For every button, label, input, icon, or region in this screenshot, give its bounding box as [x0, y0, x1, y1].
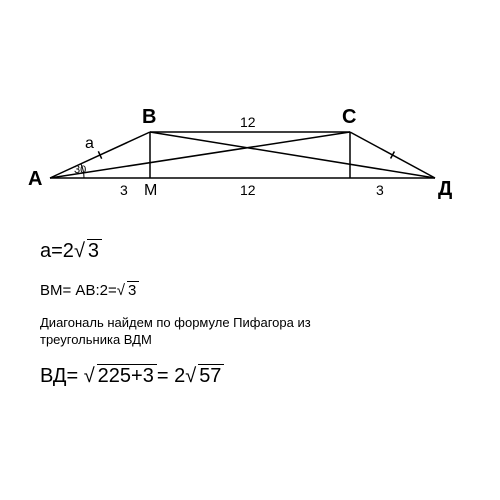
eq-bm-lhs: ВМ=: [40, 282, 71, 299]
equation-bm: ВМ= АВ:2=√3: [40, 282, 139, 299]
label-angle30: 30: [74, 164, 86, 176]
eq-a-rad: 3: [87, 239, 102, 262]
eq-bm-mid: АВ:2=: [71, 282, 116, 299]
vertex-D: Д: [438, 178, 452, 201]
label-top12: 12: [240, 114, 256, 130]
label-a: а: [85, 135, 94, 153]
eq-bm-rad: 3: [127, 281, 139, 299]
equation-a: а=2√3: [40, 240, 102, 263]
vertex-M: М: [144, 182, 157, 200]
eq-bd-rad2: 57: [198, 364, 224, 387]
explanation-line2: треугольника ВДМ: [40, 332, 152, 347]
label-right3: 3: [376, 182, 384, 198]
eq-bd-lhs: ВД=: [40, 365, 84, 387]
eq-bd-eq: = 2: [157, 365, 185, 387]
equation-bd: ВД= √225+3= 2√57: [40, 365, 224, 388]
vertex-B: В: [142, 106, 156, 129]
geometry-diagram: А В С Д М а 30 12 12 3 3: [40, 100, 460, 220]
eq-a-prefix: а=2: [40, 240, 74, 262]
eq-bd-rad1: 225+3: [97, 364, 157, 387]
vertex-A: А: [28, 168, 42, 191]
label-left3: 3: [120, 182, 128, 198]
label-bottom12: 12: [240, 182, 256, 198]
explanation-line1: Диагональ найдем по формуле Пифагора из: [40, 315, 311, 330]
vertex-C: С: [342, 106, 356, 129]
